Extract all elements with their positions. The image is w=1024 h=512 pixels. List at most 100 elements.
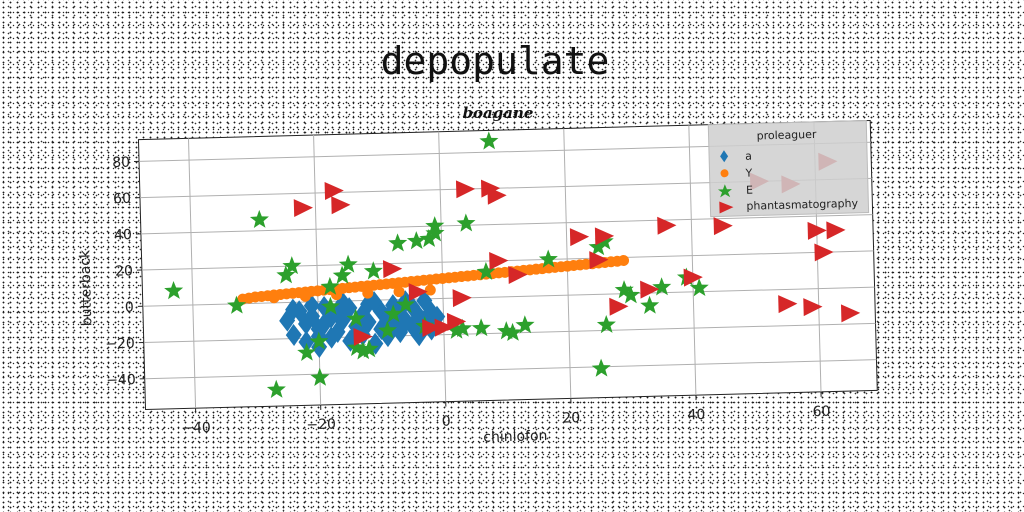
data-point-circle — [618, 255, 630, 267]
data-point-triangle — [814, 243, 834, 262]
data-point-star — [363, 261, 383, 280]
series-a — [279, 289, 446, 358]
legend-marker-a — [720, 150, 729, 163]
data-point-star — [419, 228, 439, 248]
legend-label-phantasmatography: phantasmatography — [746, 197, 858, 213]
data-point-star — [276, 265, 296, 284]
x-tick-label: −20 — [306, 417, 336, 434]
data-point-triangle — [589, 251, 609, 270]
data-point-diamond — [392, 321, 409, 344]
data-point-star — [689, 278, 709, 297]
y-tick-label: 0 — [125, 300, 134, 316]
data-point-star — [456, 213, 476, 232]
data-point-triangle — [446, 312, 467, 331]
grid-line-x — [313, 135, 322, 405]
data-point-triangle — [657, 216, 677, 235]
data-point-star — [377, 320, 397, 339]
axis-ticks: −40 −20 0 20 40 60 −40 −20 0 20 40 60 80 — [105, 155, 831, 437]
legend-label-a: a — [745, 150, 752, 163]
data-point-star — [338, 254, 358, 273]
data-point-triangle — [826, 221, 846, 240]
data-point-triangle — [778, 295, 798, 314]
data-point-diamond — [329, 321, 346, 343]
data-point-star — [588, 237, 608, 256]
legend-label-e: E — [746, 184, 753, 197]
plot-area: −40 −20 0 20 40 60 −40 −20 0 20 40 60 80 proleaguer … — [77, 119, 878, 446]
chart-title: depopulate — [381, 39, 610, 83]
data-point-star — [353, 341, 373, 360]
data-point-star — [388, 233, 408, 252]
data-point-circle — [299, 290, 311, 302]
data-point-star — [591, 358, 611, 377]
data-point-triangle — [594, 227, 615, 246]
data-point-star — [515, 315, 535, 334]
legend-box — [707, 120, 870, 218]
data-point-star — [476, 261, 496, 281]
x-tick-label: 60 — [812, 404, 830, 420]
data-point-star — [321, 296, 341, 316]
data-point-triangle — [683, 268, 703, 287]
data-point-triangle — [713, 217, 733, 236]
data-point-triangle — [569, 228, 590, 247]
data-point-triangle — [422, 318, 442, 337]
legend-label-y: Y — [744, 167, 752, 180]
grid-line-y — [142, 286, 875, 307]
data-point-star — [309, 331, 329, 350]
data-point-triangle — [609, 297, 629, 316]
data-point-star — [621, 285, 641, 304]
data-point-triangle — [489, 251, 509, 270]
data-point-star — [249, 209, 269, 229]
data-point-star — [396, 294, 416, 314]
data-point-diamond — [298, 330, 315, 353]
y-tick-label: 40 — [114, 227, 132, 243]
data-point-star — [359, 339, 379, 358]
data-point-diamond — [316, 312, 333, 335]
x-tick-label: 0 — [442, 414, 451, 430]
grid-line-y — [144, 359, 877, 380]
data-point-star — [282, 256, 302, 275]
data-point-diamond — [298, 312, 315, 335]
data-point-triangle — [640, 280, 660, 299]
data-point-triangle — [353, 328, 373, 347]
y-tick-label: 20 — [115, 263, 133, 279]
data-point-star — [479, 131, 499, 150]
data-point-star — [425, 223, 445, 242]
data-point-star — [596, 314, 616, 334]
y-tick-label: −40 — [106, 372, 136, 389]
data-point-diamond — [410, 324, 427, 347]
data-point-star — [640, 295, 660, 314]
data-point-triangle — [408, 283, 428, 302]
data-point-star — [538, 249, 558, 268]
grid-line-y — [140, 214, 873, 235]
data-point-triangle — [324, 181, 344, 200]
x-tick-label: −40 — [181, 420, 211, 437]
x-axis-label: chiniofon — [483, 428, 548, 446]
chart-subtitle: boagane — [463, 104, 534, 122]
data-point-star — [453, 318, 473, 337]
y-tick-label: 80 — [112, 155, 130, 171]
data-point-diamond — [367, 332, 384, 355]
data-point-diamond — [360, 311, 377, 334]
data-point-triangle — [434, 318, 454, 337]
data-point-triangle — [487, 186, 507, 205]
data-point-circle — [424, 284, 436, 296]
data-point-triangle — [807, 221, 827, 240]
data-point-triangle — [382, 260, 403, 279]
data-point-star — [406, 231, 426, 250]
legend-marker-phantasmatography — [719, 201, 734, 214]
data-point-star — [266, 379, 286, 399]
data-marks — [164, 131, 861, 399]
legend: proleaguer a Y E phantasmatography — [707, 120, 870, 218]
y-tick-label: −20 — [105, 336, 135, 353]
data-point-star — [227, 295, 247, 314]
data-point-circle — [237, 293, 249, 305]
grid-line-x — [688, 125, 697, 396]
data-point-star — [297, 342, 317, 361]
data-point-diamond — [279, 309, 296, 332]
data-point-star — [471, 318, 491, 337]
data-point-star — [425, 216, 445, 235]
data-point-triangle — [840, 304, 861, 323]
data-point-triangle — [803, 298, 823, 317]
series-E — [164, 131, 709, 399]
